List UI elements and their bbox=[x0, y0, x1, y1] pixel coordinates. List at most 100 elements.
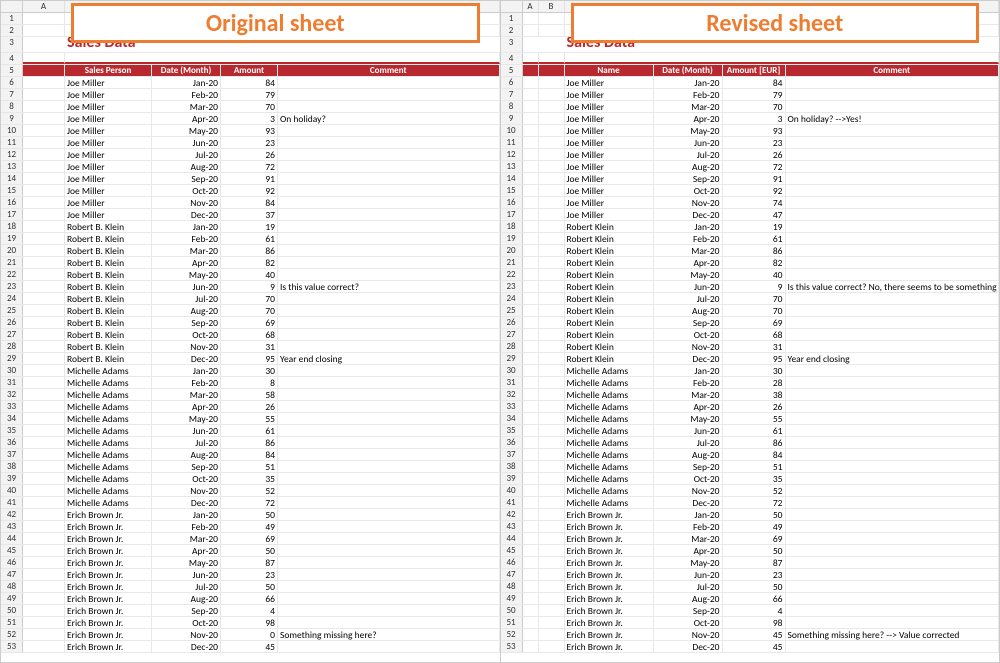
cell[interactable] bbox=[539, 593, 565, 604]
cell[interactable]: Erich Brown Jr. bbox=[565, 569, 654, 580]
cell[interactable]: 37 bbox=[221, 209, 278, 220]
cell[interactable] bbox=[523, 37, 539, 52]
cell[interactable]: Aug-20 bbox=[654, 161, 723, 172]
row-header[interactable]: 8 bbox=[501, 101, 523, 112]
cell[interactable]: Apr-20 bbox=[152, 257, 221, 268]
cell[interactable]: 45 bbox=[221, 641, 278, 652]
cell[interactable] bbox=[23, 137, 65, 148]
cell[interactable]: 87 bbox=[723, 557, 786, 568]
cell[interactable]: Robert B. Klein bbox=[65, 353, 152, 364]
row-header[interactable]: 45 bbox=[501, 545, 523, 556]
cell[interactable]: Joe Miller bbox=[65, 89, 152, 100]
cell[interactable] bbox=[23, 89, 65, 100]
cell[interactable]: 91 bbox=[723, 173, 786, 184]
cell[interactable]: Robert Klein bbox=[565, 257, 654, 268]
cell[interactable] bbox=[23, 389, 65, 400]
cell[interactable] bbox=[786, 233, 1000, 244]
row-header[interactable]: 39 bbox=[1, 473, 23, 484]
cell[interactable]: 3 bbox=[723, 113, 786, 124]
cell[interactable]: Dec-20 bbox=[152, 353, 221, 364]
cell[interactable] bbox=[786, 497, 1000, 508]
cell[interactable] bbox=[523, 89, 539, 100]
cell[interactable]: 23 bbox=[221, 569, 278, 580]
cell[interactable] bbox=[523, 65, 539, 76]
cell[interactable] bbox=[278, 449, 500, 460]
cell[interactable] bbox=[539, 629, 565, 640]
cell[interactable] bbox=[23, 281, 65, 292]
cell[interactable] bbox=[523, 305, 539, 316]
row-header[interactable]: 35 bbox=[501, 425, 523, 436]
cell[interactable] bbox=[278, 545, 500, 556]
cell[interactable]: 86 bbox=[221, 245, 278, 256]
cell[interactable] bbox=[786, 209, 1000, 220]
cell[interactable] bbox=[23, 233, 65, 244]
cell[interactable] bbox=[539, 317, 565, 328]
cell[interactable] bbox=[278, 149, 500, 160]
cell[interactable]: Jul-20 bbox=[152, 581, 221, 592]
cell[interactable]: Michelle Adams bbox=[565, 485, 654, 496]
cell[interactable]: Date (Month) bbox=[654, 65, 723, 76]
cell[interactable]: Erich Brown Jr. bbox=[565, 545, 654, 556]
row-header[interactable]: 47 bbox=[501, 569, 523, 580]
cell[interactable]: 50 bbox=[723, 509, 786, 520]
cell[interactable] bbox=[539, 329, 565, 340]
cell[interactable] bbox=[23, 581, 65, 592]
row-header[interactable]: 28 bbox=[501, 341, 523, 352]
cell[interactable]: Nov-20 bbox=[654, 629, 723, 640]
cell[interactable] bbox=[786, 617, 1000, 628]
row-header[interactable]: 38 bbox=[1, 461, 23, 472]
cell[interactable]: 66 bbox=[221, 593, 278, 604]
cell[interactable] bbox=[539, 377, 565, 388]
row-header[interactable]: 43 bbox=[501, 521, 523, 532]
cell[interactable] bbox=[23, 341, 65, 352]
row-header[interactable]: 15 bbox=[1, 185, 23, 196]
cell[interactable]: Robert B. Klein bbox=[65, 269, 152, 280]
cell[interactable] bbox=[539, 173, 565, 184]
cell[interactable]: 68 bbox=[723, 329, 786, 340]
cell[interactable]: 8 bbox=[221, 377, 278, 388]
cell[interactable] bbox=[23, 605, 65, 616]
row-header[interactable]: 53 bbox=[501, 641, 523, 652]
row-header[interactable]: 1 bbox=[1, 13, 23, 24]
cell[interactable]: Jun-20 bbox=[152, 569, 221, 580]
cell[interactable]: Sep-20 bbox=[654, 461, 723, 472]
cell[interactable]: Mar-20 bbox=[654, 245, 723, 256]
cell[interactable] bbox=[278, 209, 500, 220]
row-header[interactable]: 24 bbox=[501, 293, 523, 304]
row-header[interactable]: 27 bbox=[1, 329, 23, 340]
cell[interactable] bbox=[523, 13, 539, 24]
cell[interactable] bbox=[523, 281, 539, 292]
cell[interactable]: 26 bbox=[723, 149, 786, 160]
cell[interactable] bbox=[539, 497, 565, 508]
cell[interactable] bbox=[278, 233, 500, 244]
cell[interactable]: 50 bbox=[221, 509, 278, 520]
cell[interactable]: Jan-20 bbox=[654, 221, 723, 232]
cell[interactable] bbox=[786, 569, 1000, 580]
cell[interactable]: Jan-20 bbox=[654, 365, 723, 376]
cell[interactable] bbox=[65, 53, 500, 64]
cell[interactable] bbox=[278, 605, 500, 616]
cell[interactable] bbox=[539, 13, 565, 24]
cell[interactable] bbox=[539, 53, 565, 64]
cell[interactable]: Michelle Adams bbox=[565, 389, 654, 400]
cell[interactable] bbox=[523, 53, 539, 64]
cell[interactable]: 55 bbox=[221, 413, 278, 424]
cell[interactable]: Nov-20 bbox=[152, 485, 221, 496]
cell[interactable] bbox=[23, 497, 65, 508]
cell[interactable]: Jan-20 bbox=[654, 77, 723, 88]
cell[interactable]: Erich Brown Jr. bbox=[565, 605, 654, 616]
cell[interactable]: Joe Miller bbox=[65, 113, 152, 124]
cell[interactable]: 74 bbox=[723, 197, 786, 208]
cell[interactable]: Year end closing bbox=[786, 353, 1000, 364]
row-header[interactable]: 26 bbox=[1, 317, 23, 328]
cell[interactable] bbox=[786, 305, 1000, 316]
row-header[interactable]: 52 bbox=[1, 629, 23, 640]
cell[interactable]: Michelle Adams bbox=[65, 365, 152, 376]
cell[interactable] bbox=[278, 473, 500, 484]
cell[interactable]: 66 bbox=[723, 593, 786, 604]
cell[interactable] bbox=[523, 257, 539, 268]
cell[interactable]: Michelle Adams bbox=[65, 497, 152, 508]
cell[interactable] bbox=[523, 593, 539, 604]
cell[interactable]: Feb-20 bbox=[152, 521, 221, 532]
cell[interactable]: Aug-20 bbox=[654, 449, 723, 460]
